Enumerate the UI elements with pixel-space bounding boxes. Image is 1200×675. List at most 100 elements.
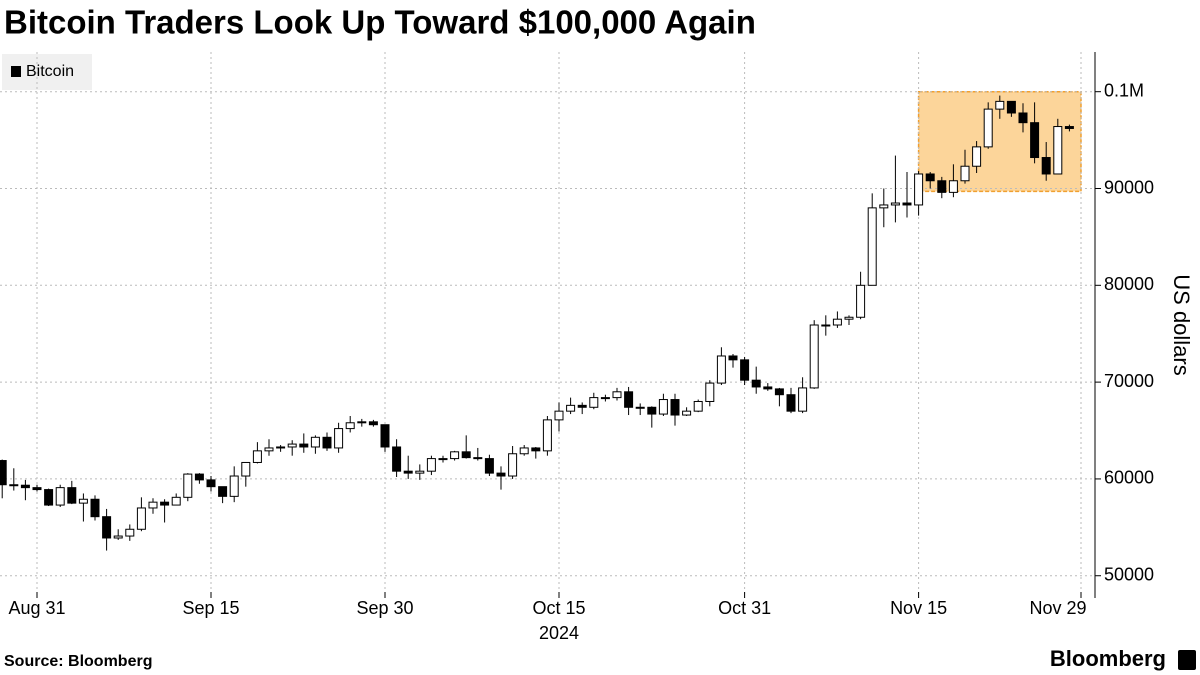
candle-body (1018, 112, 1028, 124)
x-tick-label: Oct 31 (718, 598, 771, 618)
candle-body (890, 202, 900, 206)
candle-body (183, 473, 193, 498)
candle-body (241, 461, 251, 477)
candle-body (357, 421, 367, 424)
y-tick-label: 0.1M (1104, 80, 1144, 100)
y-tick-label: 90000 (1104, 177, 1154, 197)
candle-body (0, 460, 7, 486)
candle-body (426, 458, 436, 472)
candle-body (67, 487, 77, 504)
candle-body (589, 397, 599, 408)
candle-body (299, 443, 309, 448)
candle-body (252, 450, 262, 463)
candle-body (705, 382, 715, 402)
candle-body (496, 472, 506, 477)
candle-body (508, 453, 518, 477)
candle-body (194, 473, 204, 481)
candle-body (960, 165, 970, 182)
candle-body (32, 487, 42, 491)
candle-body (484, 458, 494, 474)
candle-body (125, 528, 135, 537)
x-tick-label: Oct 15 (532, 598, 585, 618)
candle-body (1030, 122, 1040, 159)
candle-body (670, 399, 680, 416)
candle-body (403, 470, 413, 474)
candle-body (287, 443, 297, 448)
chart-title: Bitcoin Traders Look Up Toward $100,000 … (4, 4, 756, 41)
candle-body (345, 422, 355, 430)
candle-body (983, 108, 993, 148)
candle-body (415, 470, 425, 474)
candle-body (809, 324, 819, 389)
candle-body (635, 406, 645, 409)
candle-body (647, 406, 657, 415)
candle-body (751, 379, 761, 388)
y-tick-label: 80000 (1104, 274, 1154, 294)
y-tick-label: 50000 (1104, 564, 1154, 584)
candle-body (276, 446, 286, 449)
y-tick-label: 60000 (1104, 468, 1154, 488)
candle-body (948, 180, 958, 193)
candle-body (90, 498, 100, 518)
candle-body (542, 419, 552, 452)
candle-body (380, 424, 390, 448)
candle-body (600, 397, 610, 400)
candle-body (229, 475, 239, 497)
candle-body (879, 204, 889, 209)
brand-icon (1178, 650, 1196, 670)
legend-label: Bitcoin (26, 63, 74, 80)
candle-body (519, 447, 529, 455)
candle-body (740, 359, 750, 381)
candle-body (206, 479, 216, 488)
candle-body (55, 487, 65, 506)
candle-body (914, 173, 924, 206)
candle-body (148, 501, 158, 509)
candle-body (44, 489, 54, 506)
candle-body (20, 484, 30, 489)
candle-body (310, 436, 320, 448)
brand: Bloomberg (1050, 646, 1166, 671)
candle-body (728, 355, 738, 361)
candle-body (334, 428, 344, 449)
candle-body (9, 484, 19, 487)
candle-body (612, 391, 622, 399)
candle-body (461, 451, 471, 459)
candle-body (995, 100, 1005, 110)
candle-body (78, 498, 88, 504)
y-axis-label: US dollars (1169, 274, 1194, 375)
candle-body (566, 404, 576, 412)
x-tick-label: Nov 29 (1029, 598, 1086, 618)
candle-body (821, 324, 831, 327)
candle-body (624, 391, 634, 408)
candle-body (937, 180, 947, 193)
candle-body (368, 421, 378, 426)
candle-body (774, 388, 784, 396)
candle-body (171, 496, 181, 506)
x-tick-label: Aug 31 (8, 598, 65, 618)
candle-body (716, 355, 726, 384)
candle-body (136, 507, 146, 530)
candle-body (160, 501, 170, 506)
candle-body (322, 436, 332, 449)
candle-body (1053, 126, 1063, 175)
x-tick-label: Sep 15 (182, 598, 239, 618)
candle-body (856, 284, 866, 318)
candle-body (972, 146, 982, 167)
candle-body (577, 404, 587, 408)
candle-body (867, 207, 877, 286)
legend-swatch (11, 66, 21, 77)
candle-body (658, 399, 668, 415)
candle-body (531, 447, 541, 452)
candle-body (1064, 126, 1074, 129)
source: Source: Bloomberg (4, 653, 152, 670)
y-tick-label: 70000 (1104, 371, 1154, 391)
candle-body (693, 400, 703, 412)
candle-body (798, 387, 808, 412)
candle-body (102, 516, 112, 539)
candle-body (1041, 157, 1051, 175)
candle-body (832, 318, 842, 326)
x-tick-label: Nov 15 (890, 598, 947, 618)
candle-body (925, 173, 935, 182)
candle-body (844, 316, 854, 320)
